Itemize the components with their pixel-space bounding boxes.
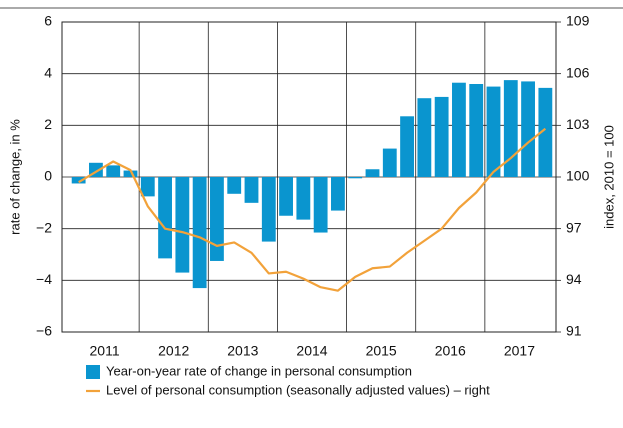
bar	[244, 177, 259, 203]
y2-tick-label: 100	[566, 168, 590, 184]
y-tick-label: 4	[44, 64, 52, 80]
bar	[365, 169, 380, 177]
y-tick-label: 0	[44, 168, 52, 184]
y-tick-label: 2	[44, 116, 52, 132]
y2-axis-label: index, 2010 = 100	[601, 125, 616, 229]
x-tick-label: 2012	[158, 343, 189, 359]
bar	[452, 82, 466, 177]
bar	[313, 177, 328, 233]
x-tick-label: 2014	[296, 343, 327, 359]
y2-tick-label: 94	[566, 271, 582, 287]
y2-tick-label: 91	[566, 323, 582, 339]
bar	[382, 148, 397, 177]
bar	[106, 165, 121, 177]
y-tick-label: 6	[44, 13, 52, 29]
bar	[521, 81, 535, 177]
plot-frame	[61, 21, 557, 333]
bar	[175, 177, 190, 273]
bar	[400, 116, 414, 177]
bar	[261, 177, 276, 242]
y-axis-label: rate of change, in %	[7, 119, 22, 235]
bar	[296, 177, 311, 220]
bar	[417, 98, 432, 177]
y2-tick-label: 106	[566, 64, 590, 80]
bar	[538, 87, 553, 177]
bar	[486, 86, 501, 177]
bar	[469, 84, 484, 177]
x-tick-label: 2015	[366, 343, 397, 359]
bar	[192, 177, 207, 289]
x-tick-label: 2016	[435, 343, 466, 359]
bar	[503, 80, 518, 177]
y-tick-label: −6	[36, 323, 52, 339]
legend-swatch	[86, 365, 100, 379]
y2-tick-label: 103	[566, 116, 590, 132]
legend-label: Level of personal consumption (seasonall…	[106, 382, 490, 397]
x-tick-label: 2011	[90, 343, 120, 359]
bar	[71, 177, 86, 184]
bar	[140, 177, 155, 197]
bar	[123, 170, 138, 177]
x-tick-label: 2017	[504, 343, 535, 359]
y-tick-label: −2	[36, 219, 52, 235]
bar	[331, 177, 345, 211]
bar	[227, 177, 242, 194]
x-tick-label: 2013	[227, 343, 258, 359]
line	[78, 127, 547, 292]
bar	[158, 177, 172, 259]
legend-label: Year-on-year rate of change in personal …	[106, 363, 412, 378]
bar	[348, 177, 363, 179]
y2-tick-label: 109	[566, 13, 590, 29]
y-tick-label: −4	[36, 271, 52, 287]
bar	[434, 96, 449, 177]
bar	[210, 177, 224, 261]
bar	[279, 177, 293, 216]
y2-tick-label: 97	[566, 219, 582, 235]
